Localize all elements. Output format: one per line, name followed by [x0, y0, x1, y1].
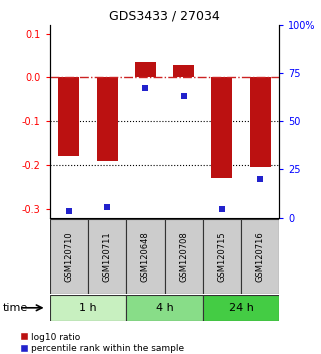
Bar — [88, 219, 126, 294]
Bar — [203, 219, 241, 294]
Text: 24 h: 24 h — [229, 303, 254, 313]
Bar — [126, 219, 164, 294]
Bar — [50, 295, 126, 321]
Bar — [241, 219, 279, 294]
Bar — [126, 295, 203, 321]
Bar — [173, 65, 194, 78]
Bar — [135, 62, 156, 78]
Text: GSM120648: GSM120648 — [141, 231, 150, 282]
Bar — [97, 78, 118, 161]
Legend: log10 ratio, percentile rank within the sample: log10 ratio, percentile rank within the … — [21, 333, 185, 353]
Bar — [250, 78, 271, 167]
Text: GSM120710: GSM120710 — [65, 231, 74, 282]
Text: GSM120715: GSM120715 — [217, 231, 226, 282]
Text: GSM120711: GSM120711 — [103, 231, 112, 282]
Text: 4 h: 4 h — [156, 303, 173, 313]
Text: 1 h: 1 h — [79, 303, 97, 313]
Bar — [50, 219, 88, 294]
Bar — [211, 78, 232, 178]
Text: GSM120716: GSM120716 — [256, 231, 265, 282]
Bar — [164, 219, 203, 294]
Bar — [58, 78, 79, 156]
Title: GDS3433 / 27034: GDS3433 / 27034 — [109, 9, 220, 22]
Text: GSM120708: GSM120708 — [179, 231, 188, 282]
Text: time: time — [3, 303, 29, 313]
Bar — [203, 295, 279, 321]
